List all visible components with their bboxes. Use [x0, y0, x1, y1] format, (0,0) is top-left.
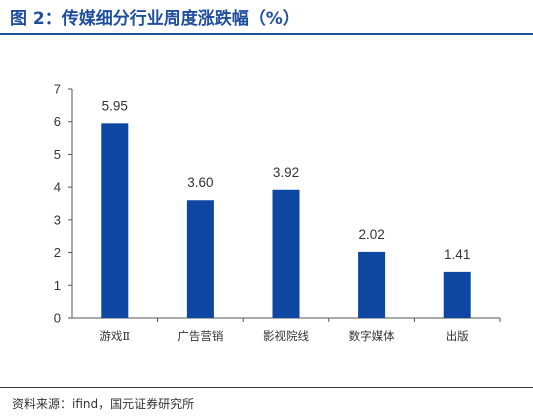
bar-5	[443, 271, 471, 318]
x-tick-label-1: 游戏Ⅱ	[99, 329, 130, 343]
y-tick-label: 4	[54, 180, 61, 195]
y-tick-label: 7	[54, 82, 61, 97]
data-label-3: 3.92	[273, 165, 299, 180]
bar-4	[358, 251, 386, 318]
title-rule	[0, 33, 533, 35]
x-tick-label-3: 影视院线	[263, 329, 309, 343]
x-tick-label-4: 数字媒体	[349, 329, 395, 343]
chart-title: 图 2：传媒细分行业周度涨跌幅（%）	[10, 9, 300, 29]
x-tick-label-5: 出版	[446, 329, 469, 343]
y-tick-label: 0	[54, 311, 61, 326]
bar-3	[272, 189, 300, 318]
chart-bars	[101, 123, 471, 318]
chart-labels: 5.95 游戏Ⅱ 3.60 广告营销 3.92 影视院线 2.02 数字媒体 1.41 出版	[99, 98, 470, 343]
source-note: 资料来源：ifind，国元证券研究所	[12, 397, 195, 411]
x-tick-label-2: 广告营销	[177, 329, 223, 343]
data-label-4: 2.02	[358, 227, 384, 242]
y-tick-label: 1	[54, 278, 61, 293]
data-label-5: 1.41	[444, 247, 470, 262]
source-rule	[0, 387, 533, 388]
y-tick-label: 6	[54, 114, 61, 129]
y-tick-label: 2	[54, 245, 61, 260]
y-tick-label: 3	[54, 212, 61, 227]
chart-axes: 0 1 2 3 4 5 6 7	[54, 82, 501, 326]
data-label-1: 5.95	[102, 98, 128, 113]
bar-2	[186, 200, 214, 318]
bar-1	[101, 123, 129, 318]
y-tick-label: 5	[54, 147, 61, 162]
data-label-2: 3.60	[187, 175, 213, 190]
